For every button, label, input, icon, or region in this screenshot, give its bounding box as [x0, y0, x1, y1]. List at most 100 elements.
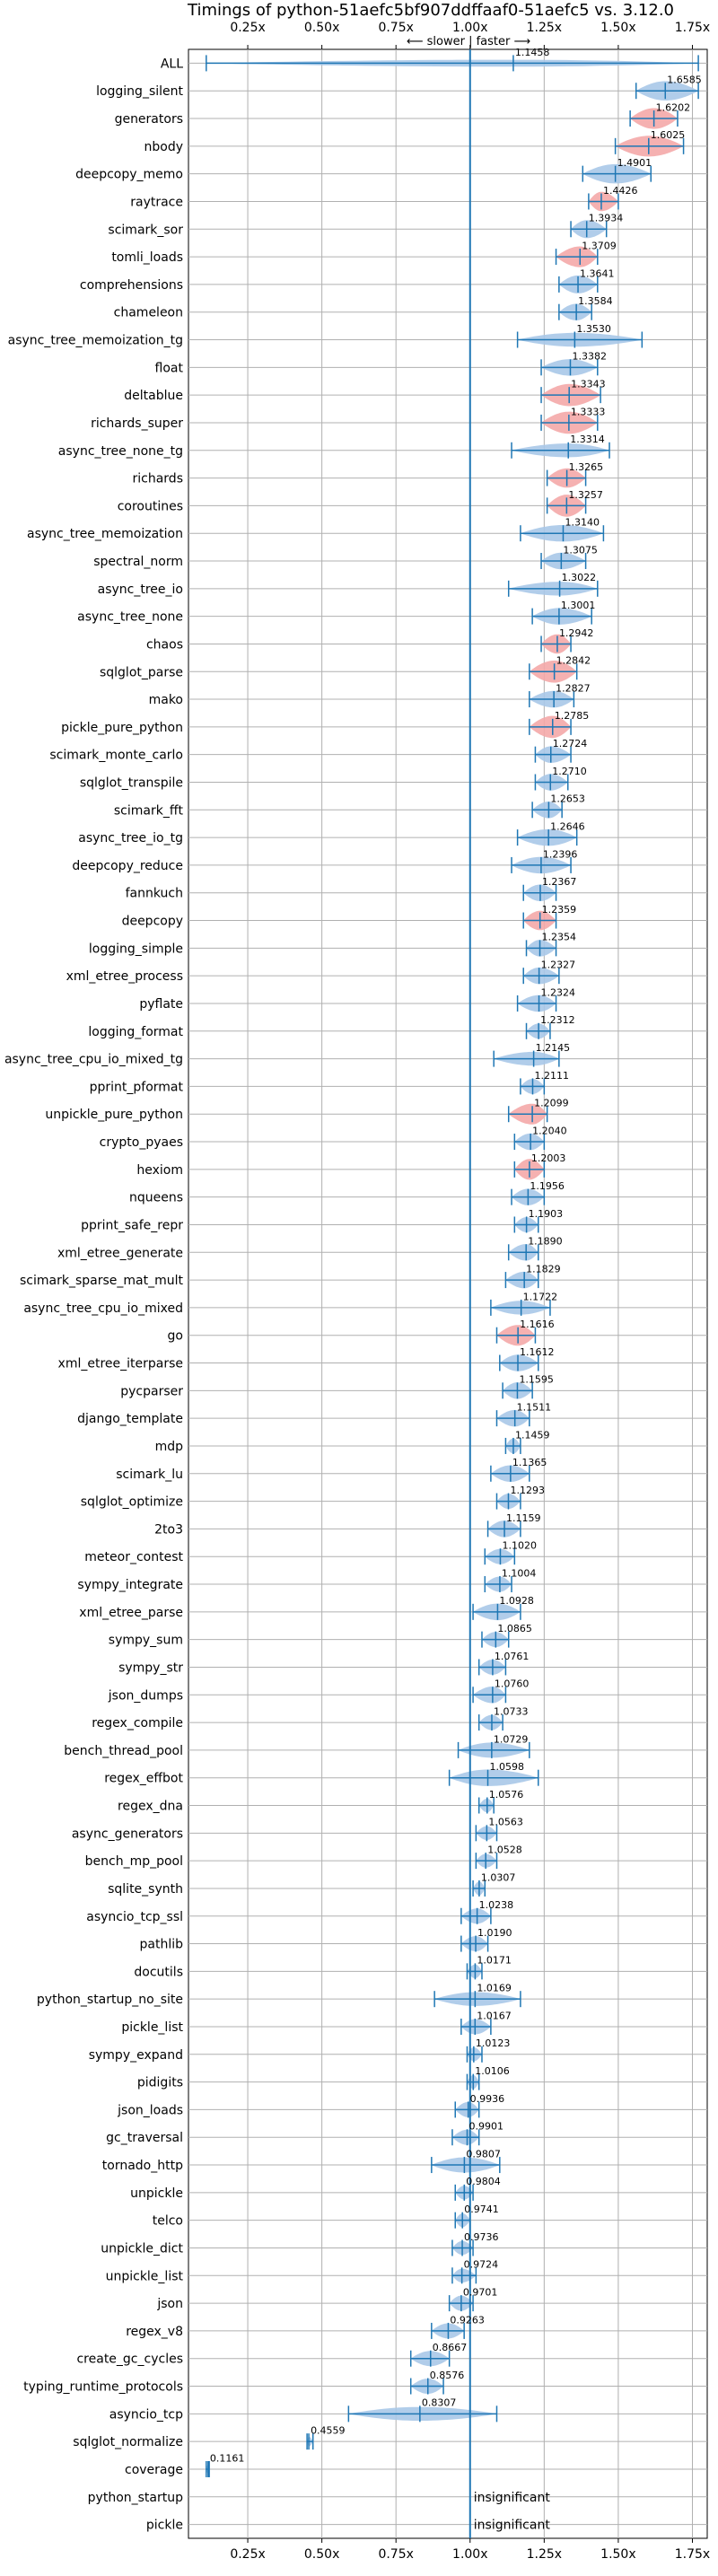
value-label-scimark_monte_carlo: 1.2724: [553, 738, 588, 749]
category-label-sympy_integrate: sympy_integrate: [77, 1578, 183, 1592]
value-label-json_loads: 0.9936: [470, 2093, 505, 2105]
category-label-python_startup: python_startup: [88, 2491, 183, 2505]
value-label-deepcopy_memo: 1.4901: [617, 157, 652, 169]
category-label-go: go: [168, 1329, 183, 1344]
value-label-richards_super: 1.3333: [571, 406, 606, 417]
category-label-django_template: django_template: [77, 1412, 183, 1426]
value-label-pidigits: 1.0106: [475, 2065, 510, 2077]
value-label-sqlglot_transpile: 1.2710: [552, 766, 587, 777]
value-label-hexiom: 1.2003: [531, 1152, 566, 1164]
category-label-logging_format: logging_format: [88, 1025, 183, 1039]
value-label-django_template: 1.1511: [517, 1402, 552, 1414]
category-label-telco: telco: [153, 2214, 183, 2229]
value-label-scimark_fft: 1.2653: [550, 793, 585, 805]
value-label-async_tree_none: 1.3001: [561, 600, 596, 611]
value-label-crypto_pyaes: 1.2040: [532, 1125, 567, 1136]
category-label-spectral_norm: spectral_norm: [93, 555, 183, 569]
value-label-deepcopy_reduce: 1.2396: [543, 848, 578, 860]
category-label-async_tree_io: async_tree_io: [98, 583, 183, 597]
category-label-mako: mako: [149, 693, 183, 707]
category-label-unpickle_pure_python: unpickle_pure_python: [45, 1108, 183, 1122]
category-label-pickle: pickle: [146, 2519, 183, 2533]
category-label-sympy_expand: sympy_expand: [89, 2048, 183, 2063]
category-label-pickle_pure_python: pickle_pure_python: [61, 721, 183, 735]
value-label-gc_traversal: 0.9901: [469, 2121, 504, 2133]
category-label-sqlglot_transpile: sqlglot_transpile: [80, 775, 183, 790]
x-tick-label-top-2: 0.75x: [378, 21, 413, 35]
category-label-python_startup_no_site: python_startup_no_site: [37, 1993, 183, 2007]
category-label-tomli_loads: tomli_loads: [111, 250, 183, 265]
category-label-sympy_str: sympy_str: [118, 1660, 183, 1675]
category-label-json_loads: json_loads: [117, 2103, 183, 2117]
value-label-async_generators: 1.0563: [488, 1817, 523, 1828]
x-tick-label-bottom-2: 0.75x: [378, 2547, 413, 2562]
value-label-fannkuch: 1.2367: [542, 876, 577, 888]
value-label-xml_etree_process: 1.2327: [541, 959, 576, 971]
category-label-create_gc_cycles: create_gc_cycles: [76, 2353, 183, 2367]
value-label-coverage: 0.1161: [210, 2452, 245, 2464]
x-tick-label-bottom-3: 1.00x: [452, 2547, 487, 2562]
category-label-pidigits: pidigits: [137, 2076, 183, 2090]
range-bars: [206, 55, 699, 2477]
value-label-tomli_loads: 1.3709: [582, 240, 617, 251]
value-label-json_dumps: 1.0760: [495, 1678, 530, 1690]
value-label-sqlite_synth: 1.0307: [481, 1871, 516, 1883]
category-label-comprehensions: comprehensions: [80, 278, 183, 293]
violins: [206, 59, 699, 2475]
insignificant-label-python_startup: insignificant: [474, 2491, 551, 2505]
category-label-scimark_sor: scimark_sor: [108, 223, 183, 237]
x-tick-label-bottom-1: 0.50x: [304, 2547, 339, 2562]
value-label-logging_silent: 1.6585: [667, 74, 702, 86]
value-label-pprint_pformat: 1.2111: [534, 1070, 569, 1082]
category-label-sympy_sum: sympy_sum: [109, 1634, 183, 1648]
value-label-create_gc_cycles: 0.8667: [433, 2342, 468, 2353]
x-ticks-top: 0.25x 0.50x 0.75x 1.00x 1.25x 1.50x 1.75x: [230, 21, 710, 49]
value-label-regex_dna: 1.0576: [489, 1789, 524, 1801]
category-label-json: json: [156, 2297, 183, 2311]
value-label-unpickle_list: 0.9724: [464, 2259, 499, 2271]
value-label-sqlglot_optimize: 1.1293: [510, 1485, 545, 1496]
x-tick-label-bottom-6: 1.75x: [675, 2547, 710, 2562]
value-label-nqueens: 1.1956: [530, 1180, 565, 1192]
category-labels: ALL logging_silent generators nbody deepcopy…: [4, 57, 184, 2532]
value-label-scimark_sparse_mat_mult: 1.1829: [526, 1263, 561, 1275]
x-tick-label-bottom-5: 1.50x: [600, 2547, 635, 2562]
value-label-ALL: 1.1458: [515, 47, 550, 58]
category-label-json_dumps: json_dumps: [108, 1688, 183, 1703]
category-label-chameleon: chameleon: [114, 306, 183, 320]
category-label-coroutines: coroutines: [118, 499, 183, 513]
category-label-richards: richards: [133, 472, 184, 486]
category-label-regex_effbot: regex_effbot: [104, 1772, 183, 1786]
category-label-nbody: nbody: [144, 140, 184, 154]
category-label-sqlite_synth: sqlite_synth: [108, 1882, 183, 1897]
category-label-chaos: chaos: [146, 637, 183, 652]
category-label-raytrace: raytrace: [130, 195, 183, 209]
category-label-sqlglot_parse: sqlglot_parse: [100, 665, 183, 679]
category-label-pathlib: pathlib: [140, 1938, 184, 1952]
value-label-sympy_sum: 1.0865: [497, 1623, 532, 1634]
value-label-telco: 0.9741: [464, 2204, 499, 2215]
value-labels: 1.1458 1.6585 1.6202 1.6025 1.4901 1.4426 1.39…: [210, 47, 702, 2533]
category-label-deepcopy_memo: deepcopy_memo: [75, 168, 183, 182]
category-label-meteor_contest: meteor_contest: [84, 1550, 183, 1564]
category-label-fannkuch: fannkuch: [126, 887, 183, 901]
value-label-async_tree_io: 1.3022: [562, 572, 597, 583]
slower-faster-annotation: ⟵ slower | faster ⟶: [407, 35, 530, 48]
value-label-unpickle_dict: 0.9736: [464, 2231, 499, 2243]
value-label-xml_etree_iterparse: 1.1612: [520, 1346, 555, 1358]
category-label-nqueens: nqueens: [129, 1191, 183, 1205]
value-label-sympy_str: 1.0761: [495, 1651, 530, 1662]
value-label-sqlglot_normalize: 0.4559: [311, 2425, 346, 2437]
category-label-typing_runtime_protocols: typing_runtime_protocols: [23, 2380, 183, 2395]
category-label-xml_etree_iterparse: xml_etree_iterparse: [58, 1357, 183, 1371]
value-label-bench_thread_pool: 1.0729: [494, 1733, 529, 1745]
category-label-regex_dna: regex_dna: [118, 1800, 183, 1814]
chart-title: Timings of python-51aefc5bf907ddffaaf0-5…: [187, 1, 674, 20]
value-label-regex_v8: 0.9263: [450, 2314, 485, 2326]
category-label-async_tree_none: async_tree_none: [77, 610, 183, 625]
category-label-pprint_pformat: pprint_pformat: [90, 1080, 184, 1094]
category-label-deepcopy_reduce: deepcopy_reduce: [72, 859, 183, 873]
category-label-bench_thread_pool: bench_thread_pool: [64, 1744, 183, 1758]
category-label-xml_etree_parse: xml_etree_parse: [79, 1606, 183, 1620]
